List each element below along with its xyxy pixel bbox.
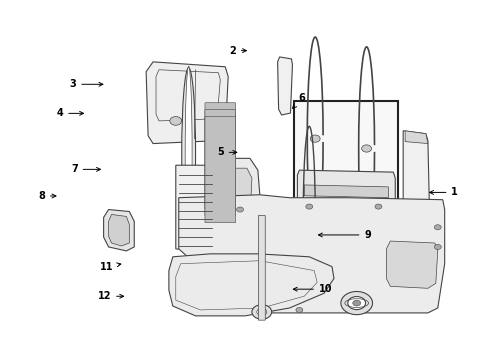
Circle shape — [309, 135, 320, 142]
Polygon shape — [108, 215, 129, 246]
Polygon shape — [212, 158, 259, 249]
Circle shape — [251, 305, 271, 319]
Polygon shape — [168, 254, 333, 316]
Polygon shape — [179, 195, 444, 313]
Ellipse shape — [185, 66, 192, 240]
Polygon shape — [220, 168, 251, 244]
Circle shape — [361, 145, 371, 152]
Circle shape — [433, 244, 440, 249]
Text: 10: 10 — [293, 284, 332, 294]
FancyBboxPatch shape — [204, 103, 235, 209]
Circle shape — [352, 300, 360, 306]
Text: 2: 2 — [228, 46, 246, 56]
Polygon shape — [218, 121, 228, 144]
Text: 11: 11 — [100, 262, 121, 272]
Circle shape — [345, 303, 351, 309]
Circle shape — [256, 308, 266, 316]
Circle shape — [347, 297, 365, 310]
Text: 1: 1 — [429, 188, 457, 197]
Circle shape — [374, 204, 381, 209]
Polygon shape — [402, 131, 429, 231]
FancyBboxPatch shape — [204, 117, 235, 223]
FancyBboxPatch shape — [204, 110, 235, 216]
Text: 7: 7 — [71, 165, 100, 174]
Circle shape — [169, 117, 182, 125]
Text: 8: 8 — [38, 191, 56, 201]
Polygon shape — [146, 62, 228, 144]
Polygon shape — [277, 57, 292, 115]
Circle shape — [236, 207, 243, 212]
Text: 4: 4 — [56, 108, 83, 118]
Polygon shape — [386, 241, 437, 288]
Text: 6: 6 — [292, 94, 305, 108]
Text: 5: 5 — [217, 147, 236, 157]
FancyBboxPatch shape — [258, 216, 264, 320]
Polygon shape — [294, 101, 397, 229]
Circle shape — [433, 225, 440, 230]
Circle shape — [295, 307, 302, 312]
Polygon shape — [304, 185, 387, 198]
Circle shape — [305, 204, 312, 209]
Circle shape — [340, 292, 372, 315]
Text: 12: 12 — [97, 291, 123, 301]
Polygon shape — [103, 210, 134, 251]
Polygon shape — [297, 170, 394, 224]
Ellipse shape — [182, 68, 195, 239]
Polygon shape — [175, 165, 215, 251]
Text: 3: 3 — [69, 79, 102, 89]
Polygon shape — [405, 131, 427, 144]
Text: 9: 9 — [318, 230, 370, 240]
